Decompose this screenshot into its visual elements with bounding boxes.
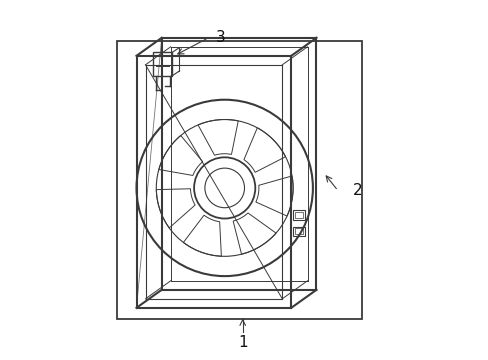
Bar xyxy=(294,212,303,218)
Text: 3: 3 xyxy=(215,30,225,45)
Bar xyxy=(117,41,361,319)
Bar xyxy=(152,52,172,76)
Bar xyxy=(294,229,303,234)
Bar xyxy=(292,227,305,236)
Text: 2: 2 xyxy=(352,183,362,198)
Bar xyxy=(292,211,305,220)
Text: 1: 1 xyxy=(237,335,247,350)
